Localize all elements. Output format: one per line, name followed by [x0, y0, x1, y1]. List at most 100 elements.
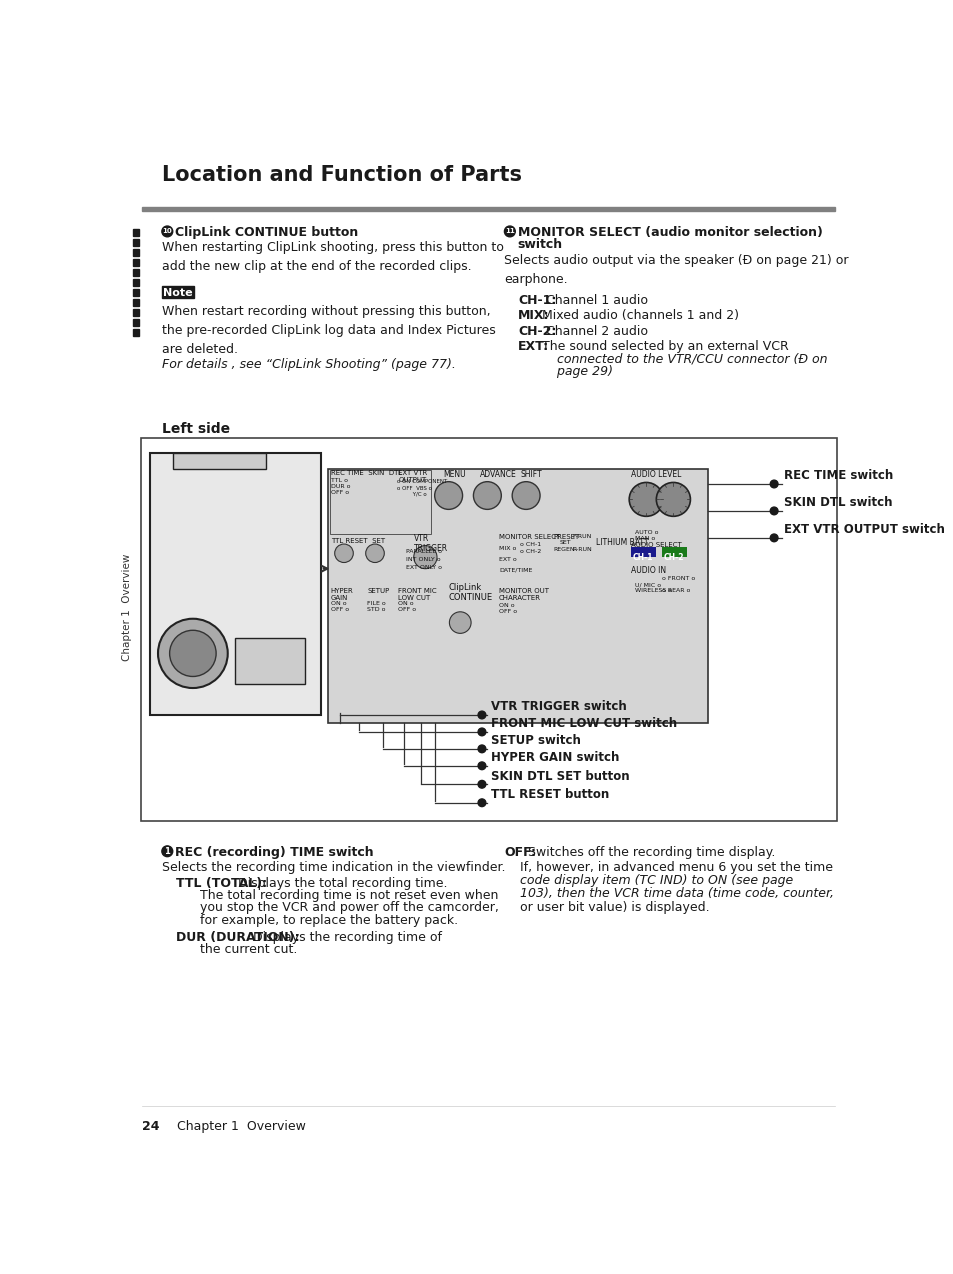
Text: OFF o: OFF o — [397, 608, 416, 613]
Text: TTL (TOTAL):: TTL (TOTAL): — [175, 877, 267, 889]
Text: page 29): page 29) — [524, 364, 612, 377]
Text: ADVANCE: ADVANCE — [479, 470, 516, 479]
Text: DATE/TIME: DATE/TIME — [498, 567, 532, 572]
Text: When restarting ClipLink shooting, press this button to
add the new clip at the : When restarting ClipLink shooting, press… — [162, 242, 503, 274]
Text: AUDIO IN: AUDIO IN — [630, 567, 665, 576]
Circle shape — [504, 225, 515, 237]
Text: TTL RESET button: TTL RESET button — [491, 789, 609, 801]
Text: MAN o: MAN o — [634, 536, 654, 541]
Bar — [235, 638, 305, 684]
Text: EXT VTR OUTPUT switch: EXT VTR OUTPUT switch — [783, 524, 944, 536]
Bar — [330, 470, 431, 534]
Bar — [133, 240, 139, 246]
Text: Y/C o: Y/C o — [396, 492, 426, 497]
Text: code display item (TC IND) to ON (see page: code display item (TC IND) to ON (see pa… — [519, 874, 792, 888]
Text: CH-1:: CH-1: — [517, 294, 557, 307]
Bar — [141, 438, 836, 822]
Text: Chapter 1  Overview: Chapter 1 Overview — [177, 1120, 306, 1133]
Circle shape — [769, 534, 778, 541]
Text: MIX:: MIX: — [517, 310, 549, 322]
Text: EXT ONLY o: EXT ONLY o — [406, 564, 441, 569]
Text: EXT o: EXT o — [498, 557, 517, 562]
Text: Chapter 1  Overview: Chapter 1 Overview — [122, 553, 132, 661]
Text: Selects the recording time indication in the viewfinder.: Selects the recording time indication in… — [162, 861, 505, 874]
Bar — [328, 469, 707, 722]
Text: Switches off the recording time display.: Switches off the recording time display. — [523, 846, 775, 859]
Bar — [133, 269, 139, 276]
Bar — [150, 454, 320, 715]
Text: AUDIO LEVEL: AUDIO LEVEL — [630, 470, 680, 479]
Text: When restart recording without pressing this button,
the pre-recorded ClipLink l: When restart recording without pressing … — [162, 304, 496, 355]
Text: Channel 2 audio: Channel 2 audio — [542, 325, 648, 338]
Text: switch: switch — [517, 238, 562, 251]
Text: REC TIME  SKIN  DTL: REC TIME SKIN DTL — [331, 470, 401, 476]
Text: INT ONLY o: INT ONLY o — [406, 557, 440, 562]
Circle shape — [162, 225, 172, 237]
Text: STD o: STD o — [367, 608, 385, 613]
Text: EXT VTR
OUTPUT: EXT VTR OUTPUT — [397, 470, 427, 483]
Text: ClipLink
CONTINUE: ClipLink CONTINUE — [448, 582, 493, 601]
Bar — [173, 454, 266, 469]
Bar — [142, 206, 835, 211]
Text: REC TIME switch: REC TIME switch — [783, 469, 893, 483]
Text: WIRELESS o: WIRELESS o — [634, 587, 671, 592]
Circle shape — [477, 745, 485, 753]
Circle shape — [512, 482, 539, 510]
Text: EXT:: EXT: — [517, 340, 549, 353]
Circle shape — [769, 480, 778, 488]
Text: Displays the total recording time.: Displays the total recording time. — [234, 877, 448, 889]
Text: OFF o: OFF o — [498, 609, 517, 614]
Circle shape — [435, 482, 462, 510]
Text: connected to the VTR/CCU connector (Ð on: connected to the VTR/CCU connector (Ð on — [524, 353, 826, 366]
Bar — [133, 299, 139, 306]
Bar — [133, 229, 139, 236]
Bar — [162, 287, 194, 298]
Text: For details , see “ClipLink Shooting” (page 77).: For details , see “ClipLink Shooting” (p… — [162, 358, 456, 372]
Text: Mixed audio (channels 1 and 2): Mixed audio (channels 1 and 2) — [537, 310, 738, 322]
Text: HYPER
GAIN: HYPER GAIN — [331, 587, 354, 601]
Circle shape — [335, 544, 353, 563]
Bar — [133, 320, 139, 326]
Text: U/ MIC o: U/ MIC o — [634, 582, 660, 587]
Text: SKIN DTL switch: SKIN DTL switch — [783, 497, 892, 510]
Text: Selects audio output via the speaker (Ð on page 21) or
earphone.: Selects audio output via the speaker (Ð … — [504, 254, 848, 285]
Text: AUDIO SELECT: AUDIO SELECT — [630, 541, 680, 548]
Circle shape — [769, 507, 778, 515]
Text: The total recording time is not reset even when: The total recording time is not reset ev… — [183, 889, 497, 902]
Text: OFF o: OFF o — [331, 490, 349, 496]
Circle shape — [162, 846, 172, 856]
Text: The sound selected by an external VCR: The sound selected by an external VCR — [537, 340, 787, 353]
Text: AUTO o: AUTO o — [634, 530, 658, 535]
Text: Location and Function of Parts: Location and Function of Parts — [162, 166, 521, 185]
Bar — [133, 310, 139, 316]
Text: the current cut.: the current cut. — [183, 943, 296, 956]
Text: MENU: MENU — [443, 470, 465, 479]
Text: SETUP switch: SETUP switch — [491, 734, 580, 748]
Text: LITHIUM BATT: LITHIUM BATT — [596, 538, 648, 547]
Text: TTL RESET  SET: TTL RESET SET — [331, 538, 385, 544]
Text: 103), then the VCR time data (time code, counter,: 103), then the VCR time data (time code,… — [519, 888, 833, 901]
Text: HYPER GAIN switch: HYPER GAIN switch — [491, 752, 619, 764]
Text: CH-2:: CH-2: — [517, 325, 557, 338]
Circle shape — [477, 781, 485, 789]
Text: VTR TRIGGER switch: VTR TRIGGER switch — [491, 701, 626, 713]
Text: 10: 10 — [162, 228, 172, 234]
Text: ClipLink CONTINUE button: ClipLink CONTINUE button — [174, 225, 358, 240]
Circle shape — [629, 483, 662, 516]
Text: o REAR o: o REAR o — [661, 587, 689, 592]
Text: OFF o: OFF o — [331, 608, 349, 613]
Text: FILE o: FILE o — [367, 601, 386, 606]
Text: ON o: ON o — [498, 604, 514, 608]
Text: PARALLEL o: PARALLEL o — [406, 549, 441, 554]
Circle shape — [473, 482, 500, 510]
Circle shape — [477, 799, 485, 806]
Circle shape — [477, 762, 485, 769]
Text: 24: 24 — [142, 1120, 160, 1133]
Text: R-RUN: R-RUN — [572, 547, 592, 552]
Circle shape — [477, 727, 485, 736]
Text: CH-2: CH-2 — [663, 553, 683, 562]
Text: SHIFT: SHIFT — [520, 470, 541, 479]
Text: PRESET: PRESET — [553, 534, 578, 540]
Text: FRONT MIC LOW CUT switch: FRONT MIC LOW CUT switch — [491, 717, 677, 730]
Text: o OFF  VBS o: o OFF VBS o — [396, 485, 432, 490]
